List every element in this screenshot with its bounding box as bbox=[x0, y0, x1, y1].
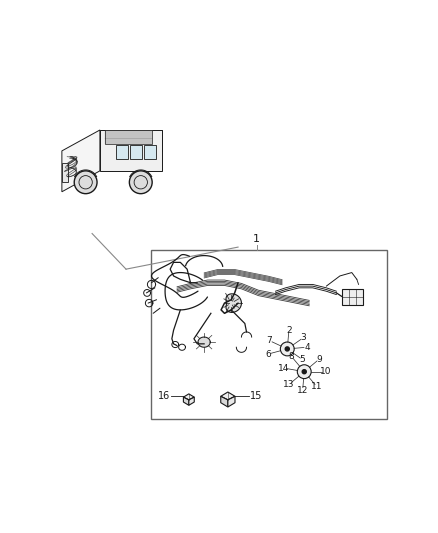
Text: 3: 3 bbox=[300, 333, 306, 342]
Text: 4: 4 bbox=[304, 343, 310, 352]
Circle shape bbox=[129, 171, 152, 193]
Bar bbox=[152, 251, 387, 418]
Polygon shape bbox=[184, 394, 194, 400]
Polygon shape bbox=[131, 145, 142, 158]
Circle shape bbox=[79, 175, 92, 189]
Text: 7: 7 bbox=[267, 336, 272, 345]
Text: 6: 6 bbox=[265, 350, 271, 359]
Text: 1: 1 bbox=[253, 233, 260, 244]
Text: 8: 8 bbox=[289, 352, 294, 361]
Polygon shape bbox=[189, 397, 194, 405]
Circle shape bbox=[280, 342, 294, 356]
Polygon shape bbox=[184, 397, 189, 405]
Text: 13: 13 bbox=[283, 380, 295, 389]
Bar bbox=[342, 288, 363, 305]
Polygon shape bbox=[228, 397, 235, 407]
Circle shape bbox=[297, 365, 311, 378]
Text: 12: 12 bbox=[297, 386, 308, 395]
Polygon shape bbox=[100, 130, 162, 171]
Text: 14: 14 bbox=[278, 364, 289, 373]
Text: 11: 11 bbox=[311, 382, 323, 391]
Text: 10: 10 bbox=[320, 367, 331, 376]
Polygon shape bbox=[226, 294, 241, 312]
Circle shape bbox=[74, 171, 97, 193]
Circle shape bbox=[134, 175, 148, 189]
Polygon shape bbox=[144, 145, 156, 158]
Circle shape bbox=[285, 347, 290, 351]
Polygon shape bbox=[100, 130, 162, 151]
Polygon shape bbox=[221, 397, 228, 407]
Text: 16: 16 bbox=[158, 391, 170, 401]
Polygon shape bbox=[62, 130, 100, 192]
Polygon shape bbox=[198, 337, 210, 347]
Text: 9: 9 bbox=[316, 354, 322, 364]
Text: 5: 5 bbox=[300, 355, 305, 364]
Text: 15: 15 bbox=[250, 391, 262, 401]
Text: 2: 2 bbox=[286, 326, 292, 335]
Polygon shape bbox=[221, 392, 235, 400]
Polygon shape bbox=[105, 130, 152, 144]
Bar bbox=[62, 163, 67, 182]
Circle shape bbox=[302, 370, 306, 374]
Polygon shape bbox=[116, 145, 128, 158]
